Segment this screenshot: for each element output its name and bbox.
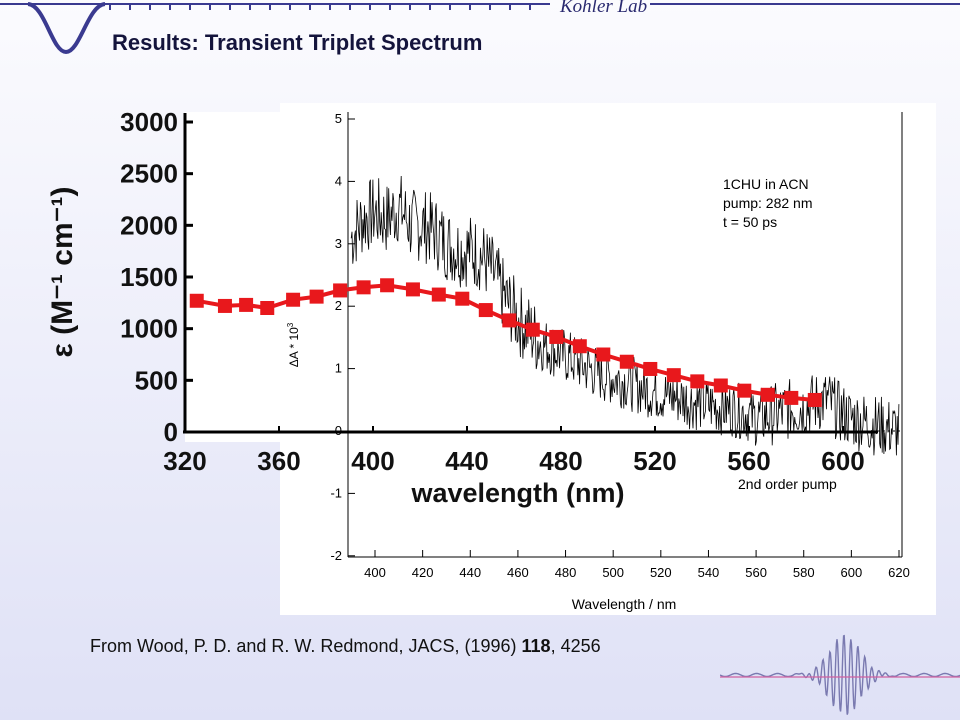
main-series-marker — [431, 287, 446, 302]
main-x-tick-label: 520 — [633, 446, 676, 476]
main-x-tick-label: 480 — [539, 446, 582, 476]
inset-x-tick-label: 540 — [698, 565, 720, 580]
slide-title: Results: Transient Triplet Spectrum — [112, 30, 483, 55]
main-series-marker — [260, 301, 275, 315]
pulse-wave — [720, 634, 960, 715]
main-series-marker — [666, 368, 681, 383]
main-series-marker — [713, 378, 728, 393]
main-series-marker — [572, 339, 587, 354]
main-series-marker — [549, 329, 564, 344]
main-x-tick-label: 400 — [351, 446, 394, 476]
annotation-time: t = 50 ps — [723, 214, 777, 230]
main-y-tick-label: 0 — [164, 417, 178, 447]
main-y-tick-label: 500 — [135, 365, 178, 395]
main-x-axis-title: wavelength (nm) — [410, 478, 624, 508]
main-series-marker — [239, 297, 254, 312]
caption-prefix: From Wood, P. D. and R. W. Redmond, JACS… — [90, 636, 522, 656]
inset-x-tick-label: 560 — [745, 565, 767, 580]
lab-name: Kohler Lab — [560, 0, 648, 17]
main-y-tick-label: 3000 — [120, 107, 178, 137]
main-series-marker — [309, 289, 324, 304]
inset-y-axis-title: ΔA * 103 — [286, 322, 301, 367]
inset-y-tick-label: -2 — [330, 548, 342, 563]
inset-y-tick-label: 0 — [335, 423, 342, 438]
inset-y-tick-label: -1 — [330, 485, 342, 500]
main-x-tick-label: 560 — [727, 446, 770, 476]
main-x-tick-label: 440 — [445, 446, 488, 476]
main-series-marker — [217, 298, 232, 313]
logo-wave-dip — [27, 2, 106, 55]
inset-annotations: 1CHU in ACN pump: 282 nm t = 50 ps 2nd orde… — [723, 176, 837, 492]
inset-y-axis-superscript: 3 — [286, 322, 295, 327]
caption-volume: 118 — [521, 636, 551, 656]
main-y-axis-title: ε (M⁻¹ cm⁻¹) — [46, 187, 79, 358]
main-x-tick-label: 320 — [163, 446, 206, 476]
inset-x-tick-label: 600 — [841, 565, 863, 580]
main-series-marker — [502, 313, 517, 328]
main-series-marker — [784, 390, 799, 405]
inset-x-tick-label: 480 — [555, 565, 577, 580]
citation-caption: From Wood, P. D. and R. W. Redmond, JACS… — [90, 636, 601, 657]
main-series-marker — [525, 322, 540, 337]
inset-x-axis-title: Wavelength / nm — [572, 596, 677, 612]
main-x-tick-label: 600 — [821, 446, 864, 476]
inset-y-tick-label: 5 — [335, 111, 342, 126]
caption-suffix: , 4256 — [550, 636, 601, 656]
main-series-marker — [807, 392, 822, 407]
main-series-marker — [737, 383, 752, 398]
main-extinction-series — [189, 278, 822, 407]
main-y-tick-label: 2000 — [120, 210, 178, 240]
inset-spectrum-line — [350, 175, 900, 456]
logo-ticks — [109, 4, 531, 10]
inset-x-tick-label: 420 — [412, 565, 434, 580]
main-y-tick-label: 2500 — [120, 159, 178, 189]
inset-y-tick-label: 3 — [335, 236, 342, 251]
inset-x-tick-label: 460 — [507, 565, 529, 580]
main-y-tick-label: 1000 — [120, 314, 178, 344]
inset-x-tick-label: 580 — [793, 565, 815, 580]
inset-x-tick-label: 400 — [364, 565, 386, 580]
main-series-marker — [356, 280, 371, 295]
inset-x-tick-label: 500 — [602, 565, 624, 580]
annotation-sample: 1CHU in ACN — [723, 176, 809, 192]
main-series-marker — [643, 361, 658, 376]
main-series-marker — [333, 283, 348, 298]
inset-y-tick-label: 4 — [335, 173, 342, 188]
main-series-marker — [455, 291, 470, 306]
main-series-marker — [189, 293, 204, 308]
inset-chart-axes: -2 -1 0 1 2 3 4 5 400 420 440 460 480 500 520 540 560 580… — [286, 111, 910, 612]
main-x-tick-label: 360 — [257, 446, 300, 476]
main-series-marker — [405, 282, 420, 297]
main-y-tick-label: 1500 — [120, 262, 178, 292]
annotation-second-order-pump: 2nd order pump — [738, 476, 837, 492]
main-series-marker — [286, 292, 301, 307]
inset-x-tick-label: 520 — [650, 565, 672, 580]
main-series-marker — [760, 387, 775, 402]
inset-spectrum-series — [350, 175, 900, 456]
main-series-marker — [478, 303, 493, 318]
inset-y-tick-label: 2 — [335, 298, 342, 313]
inset-y-tick-label: 1 — [335, 361, 342, 376]
kohler-lab-logo-wave — [0, 2, 960, 55]
main-series-marker — [380, 278, 395, 293]
pulse-waveform-decoration — [720, 634, 960, 715]
inset-x-tick-label: 620 — [888, 565, 910, 580]
main-series-marker — [619, 354, 634, 369]
main-series-marker — [690, 374, 705, 389]
inset-x-tick-label: 440 — [459, 565, 481, 580]
main-series-marker — [596, 347, 611, 362]
annotation-pump: pump: 282 nm — [723, 195, 813, 211]
main-chart-background — [185, 112, 285, 442]
